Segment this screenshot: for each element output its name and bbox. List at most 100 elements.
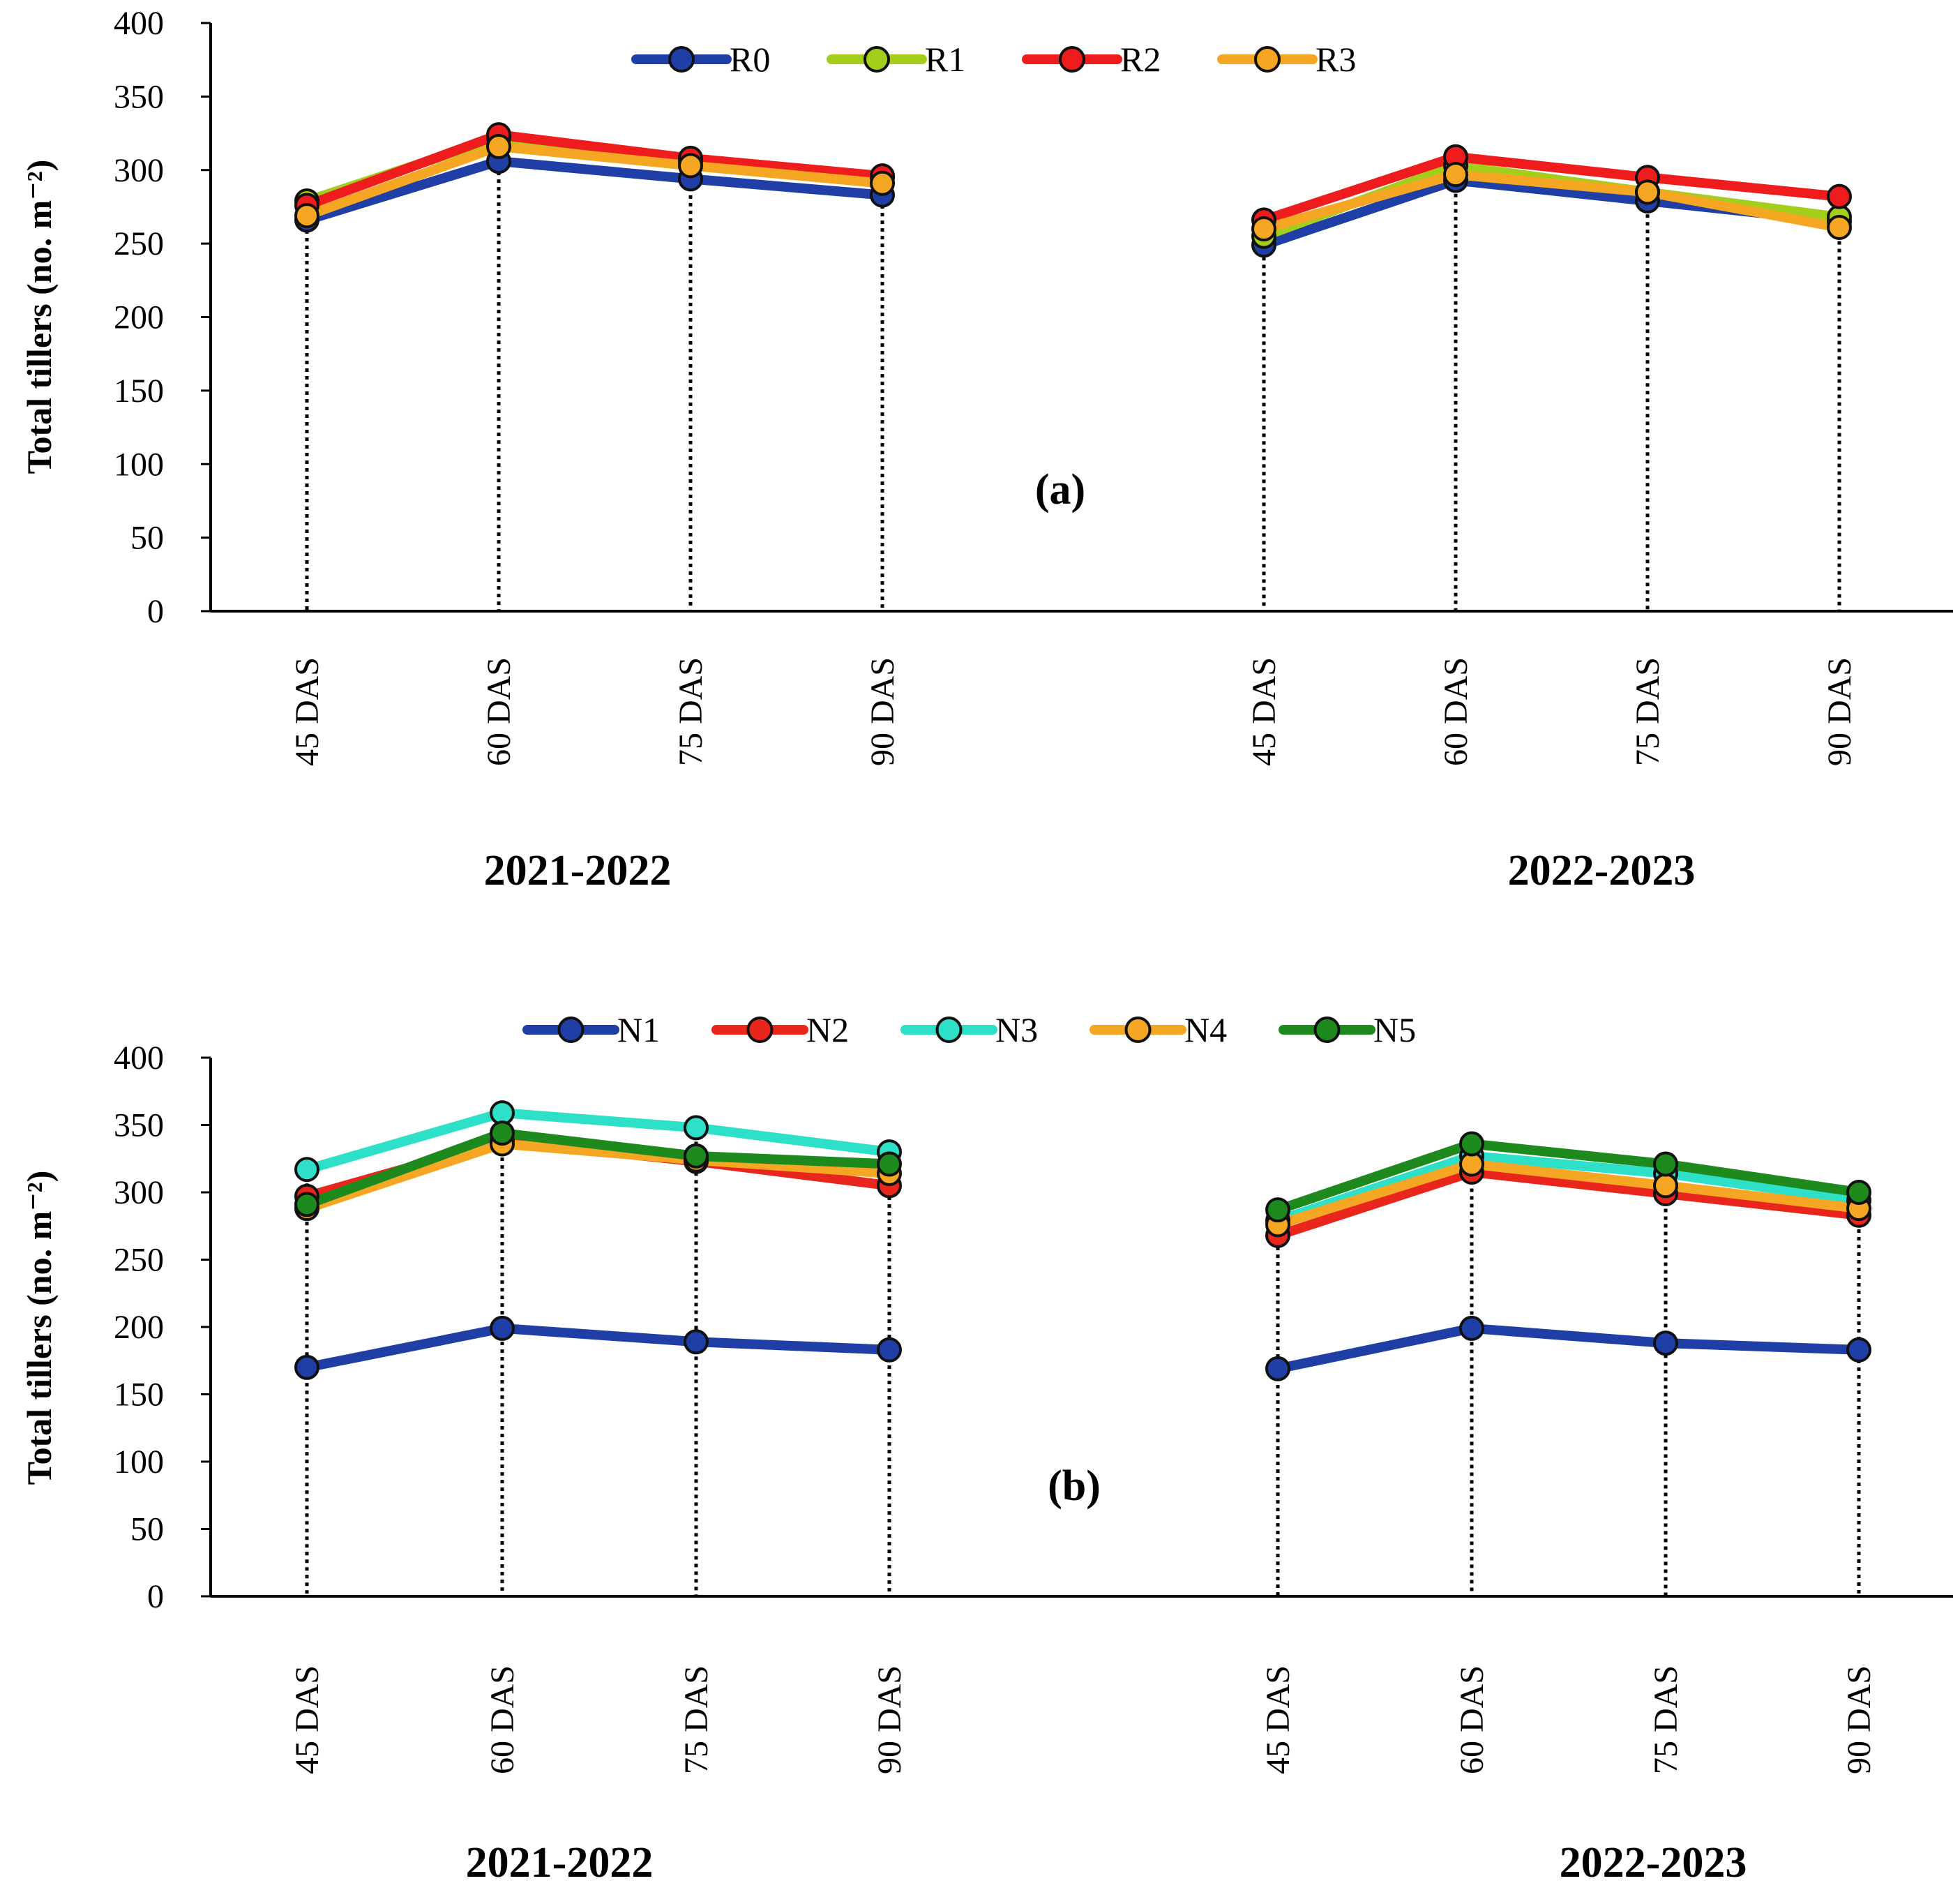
series-line-N3 (1273, 1150, 1864, 1226)
legend-item-N2: N2 (711, 1010, 849, 1049)
x-tick-label: 45 DAS (289, 657, 326, 766)
legend-label: N4 (1184, 1010, 1227, 1049)
y-tick-label: 400 (114, 1040, 164, 1077)
data-point-N1 (294, 1354, 319, 1380)
data-point-R3 (294, 203, 319, 229)
legend-label: N2 (806, 1010, 849, 1049)
legend-item-R0: R0 (631, 40, 770, 79)
series-R3 (302, 142, 1844, 234)
x-tick-label: 75 DAS (678, 1665, 715, 1774)
data-point-N1 (877, 1337, 902, 1363)
x-tick-label: 60 DAS (1438, 657, 1475, 766)
year-group-label: 2022-2023 (1508, 847, 1696, 894)
series-line-R0 (302, 156, 887, 225)
x-tick-label: 60 DAS (484, 1665, 521, 1774)
legend-label: R2 (1120, 40, 1161, 79)
y-tick-label: 150 (114, 373, 164, 410)
data-point-N5 (1846, 1180, 1871, 1205)
series-N5 (302, 1128, 1864, 1215)
series-line-N2 (1273, 1167, 1864, 1240)
data-point-R3 (1251, 216, 1276, 242)
series-line-R2 (1259, 151, 1844, 225)
data-point-N1 (684, 1329, 709, 1355)
series-line-R3 (1259, 170, 1844, 234)
series-line-R3 (302, 142, 887, 221)
data-point-N5 (490, 1120, 515, 1146)
y-tick-label: 100 (114, 1443, 164, 1480)
y-tick-label: 350 (114, 78, 164, 115)
data-point-R3 (870, 170, 895, 196)
y-tick-label: 250 (114, 225, 164, 262)
legend-label: R0 (730, 40, 770, 79)
series-line-N1 (302, 1323, 894, 1372)
y-tick-label: 200 (114, 1309, 164, 1346)
y-tick-label: 0 (147, 593, 164, 630)
data-point-N1 (1459, 1315, 1484, 1341)
series-N4 (302, 1139, 1864, 1230)
x-tick-label: 45 DAS (1246, 657, 1283, 766)
series-markers-N5 (294, 1120, 1871, 1223)
y-tick-label: 50 (130, 1511, 164, 1548)
y-tick-label: 200 (114, 299, 164, 336)
series-line-N4 (302, 1139, 894, 1214)
data-point-N5 (684, 1143, 709, 1169)
series-line-N5 (1273, 1139, 1864, 1215)
data-point-R3 (486, 134, 511, 160)
legend-swatch-marker (1254, 46, 1281, 73)
legend-swatch-marker (864, 46, 890, 73)
data-point-N4 (1653, 1173, 1678, 1199)
data-point-R3 (1443, 162, 1468, 188)
data-point-R2 (1827, 183, 1852, 209)
legend-item-N4: N4 (1090, 1010, 1227, 1049)
series-line-N5 (302, 1128, 894, 1210)
data-point-N1 (1846, 1337, 1871, 1363)
data-point-R3 (1635, 179, 1660, 205)
y-tick-label: 300 (114, 1174, 164, 1211)
panel-label: (b) (1048, 1462, 1101, 1510)
chart-panel-a: 0 50 100 150 200 250 300 350 400 Total tillers (n… (20, 5, 1953, 894)
data-point-N5 (877, 1151, 902, 1177)
year-group-label: 2021-2022 (466, 1839, 654, 1887)
legend-swatch-marker (1124, 1017, 1152, 1043)
x-tick-label: 45 DAS (1260, 1665, 1297, 1774)
series-line-N3 (302, 1108, 894, 1175)
y-tick-label: 300 (114, 152, 164, 189)
data-point-N1 (1653, 1330, 1678, 1356)
series-line-N1 (1273, 1323, 1864, 1374)
data-point-N5 (1653, 1151, 1678, 1177)
legend: N1 N2 N3 N4 N5 (522, 1010, 1416, 1049)
legend-swatch-marker (557, 1017, 585, 1043)
legend: R0 R1 R2 R3 (631, 40, 1356, 79)
y-tick-label: 350 (114, 1107, 164, 1144)
data-point-N1 (490, 1315, 515, 1341)
x-tick-label: 90 DAS (864, 657, 901, 766)
legend-item-R2: R2 (1022, 40, 1161, 79)
x-tick-label: 90 DAS (1821, 657, 1858, 766)
legend-label: N3 (995, 1010, 1038, 1049)
x-tick-label: 60 DAS (1454, 1665, 1491, 1774)
legend-label: R3 (1316, 40, 1356, 79)
series-markers-R3 (294, 134, 1852, 242)
data-point-R3 (678, 153, 703, 179)
data-point-N5 (1459, 1131, 1484, 1157)
chart-panel-b: 0 50 100 150 200 250 300 350 400 Total tillers (n… (20, 1010, 1953, 1887)
y-axis-title: Total tillers (no. m⁻²) (20, 1171, 59, 1485)
x-tick-label: 45 DAS (289, 1665, 326, 1774)
y-tick-label: 250 (114, 1242, 164, 1279)
year-group-label: 2021-2022 (484, 847, 672, 894)
series-line-R2 (302, 130, 887, 211)
y-tick-label: 400 (114, 5, 164, 42)
series-line-N4 (1273, 1159, 1864, 1230)
x-tick-label: 75 DAS (1648, 1665, 1684, 1774)
y-tick-label: 50 (130, 520, 164, 557)
year-group-label: 2022-2023 (1560, 1839, 1747, 1887)
series-markers-N1 (294, 1315, 1871, 1381)
legend-label: N1 (617, 1010, 660, 1049)
legend-label: N5 (1373, 1010, 1416, 1049)
legend-swatch-marker (668, 46, 695, 73)
y-axis-title: Total tillers (no. m⁻²) (20, 160, 59, 474)
legend-swatch-marker (935, 1017, 963, 1043)
series-N3 (302, 1108, 1864, 1226)
